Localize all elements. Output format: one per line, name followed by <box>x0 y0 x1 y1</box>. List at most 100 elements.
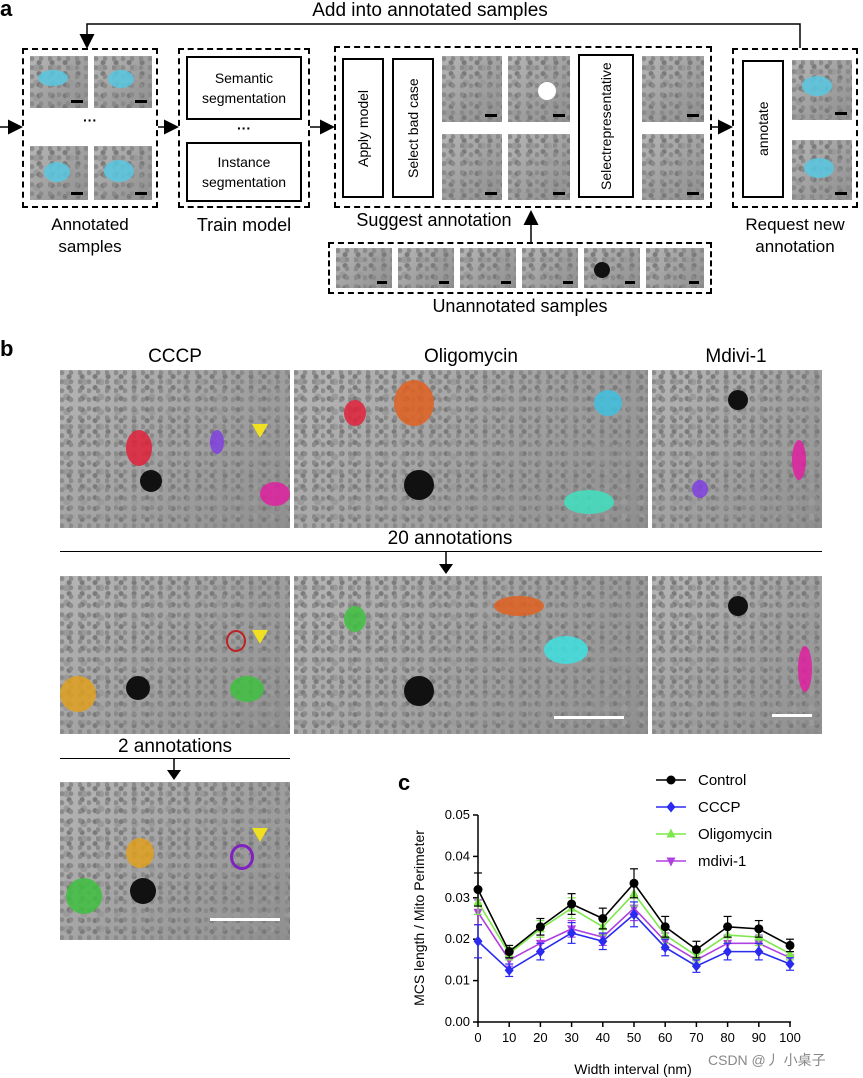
x-tick-label: 70 <box>689 1030 703 1045</box>
data-point <box>535 946 545 958</box>
em-cccp-2-annotations <box>60 782 290 940</box>
panel-a-arrows <box>0 23 801 242</box>
feedback-loop-arrow <box>79 23 801 49</box>
chart-series <box>473 868 795 978</box>
data-point <box>504 947 514 957</box>
y-tick-label: 0.01 <box>445 973 470 988</box>
chart-y-axis-label: MCS length / Mito Perimeter <box>411 830 427 1006</box>
x-tick-label: 100 <box>779 1030 801 1045</box>
legend-entry: mdivi-1 <box>656 853 746 870</box>
data-point <box>567 927 577 939</box>
chart-x-axis-label: Width interval (nm) <box>574 1061 691 1077</box>
x-tick-label: 30 <box>564 1030 578 1045</box>
request-thumb-2 <box>792 140 852 200</box>
annotated-samples-label-2: samples <box>58 237 122 256</box>
data-point <box>598 935 608 947</box>
train-model-label: Train model <box>196 215 292 235</box>
data-point <box>691 945 701 955</box>
x-tick-label: 10 <box>502 1030 516 1045</box>
legend-marker <box>666 775 676 785</box>
series-cccp <box>473 901 795 978</box>
em-mdivi-ground-truth <box>652 370 822 528</box>
row2-down-arrow <box>439 552 453 574</box>
x-tick-label: 0 <box>474 1030 481 1045</box>
series-control <box>473 868 795 959</box>
col-oligomycin-label: Oligomycin <box>424 346 518 367</box>
row3-separator-line <box>60 758 290 759</box>
data-point <box>629 908 639 920</box>
data-point <box>660 941 670 953</box>
train-model-box: Semantic segmentation ··· Instance segme… <box>178 48 310 208</box>
col-cccp-label: CCCP <box>148 346 202 367</box>
row2-separator-line <box>60 551 822 552</box>
y-tick-label: 0.05 <box>445 807 470 822</box>
data-point <box>723 922 733 932</box>
semantic-seg-text-2: segmentation <box>201 90 287 106</box>
em-cccp-20-annotations <box>60 576 290 734</box>
data-point <box>473 935 483 947</box>
scalebar-oligomycin <box>554 716 624 719</box>
semantic-seg-box: Semantic segmentation <box>186 56 302 120</box>
representative-thumb-1 <box>642 56 704 122</box>
train-ellipsis: ··· <box>237 120 251 136</box>
bad-case-thumb-1 <box>442 56 502 122</box>
select-bad-case-text: Select bad case <box>405 78 421 178</box>
legend-entry: Oligomycin <box>656 826 772 843</box>
scalebar-cccp <box>210 918 280 921</box>
request-thumb-1 <box>792 60 852 120</box>
legend-marker <box>666 801 676 813</box>
em-mdivi-20-annotations <box>652 576 822 734</box>
y-tick-label: 0.03 <box>445 890 470 905</box>
data-point <box>691 960 701 972</box>
unannotated-thumb-6 <box>646 248 704 288</box>
data-point <box>598 914 608 923</box>
row3-label: 2 annotations <box>117 736 233 757</box>
annotated-thumb-1 <box>30 56 88 108</box>
instance-seg-text-2: segmentation <box>201 174 287 190</box>
data-point <box>660 922 670 932</box>
data-point <box>504 956 514 966</box>
mcs-line-chart: 0.00 0.01 0.02 0.03 0.04 0.05 0 10 20 30 40 50 60 70 8… <box>411 772 801 1077</box>
y-tick-label: 0.02 <box>445 931 470 946</box>
bad-case-thumb-2 <box>508 56 570 122</box>
data-point <box>754 924 764 934</box>
x-tick-label: 40 <box>596 1030 610 1045</box>
instance-seg-box: Instance segmentation <box>186 142 302 202</box>
chart-legend: Control CCCP Oligomycin mdivi-1 <box>656 772 772 870</box>
annotated-samples-label-1: Annotated <box>51 215 129 234</box>
col-mdivi-label: Mdivi-1 <box>705 346 767 367</box>
legend-marker <box>666 828 676 838</box>
annotated-thumb-3 <box>30 146 88 200</box>
unannotated-samples-box <box>328 242 712 294</box>
data-point <box>723 946 733 958</box>
bad-case-thumb-4 <box>508 134 570 200</box>
data-point <box>473 885 483 895</box>
panel-b-label: b <box>0 336 14 361</box>
legend-entry: Control <box>656 772 746 789</box>
select-representative-text-1: Select <box>598 150 614 190</box>
instance-seg-text-1: Instance <box>217 154 271 170</box>
legend-label: Oligomycin <box>698 826 772 843</box>
em-cccp-ground-truth <box>60 370 290 528</box>
panel-a-label: a <box>0 0 13 21</box>
data-point <box>629 878 639 888</box>
data-point <box>754 946 764 958</box>
data-point <box>567 899 577 909</box>
y-tick-label: 0.00 <box>445 1014 470 1029</box>
data-point <box>785 948 795 958</box>
legend-label: mdivi-1 <box>698 853 746 870</box>
data-point <box>785 940 795 950</box>
em-oligomycin-ground-truth <box>294 370 648 528</box>
select-representative-text-2: representative <box>598 62 614 151</box>
y-tick-label: 0.04 <box>445 848 470 863</box>
legend-label: Control <box>698 772 746 789</box>
data-point <box>785 958 795 970</box>
annotated-ellipsis: ··· <box>83 112 97 128</box>
legend-label: CCCP <box>698 799 741 816</box>
row3-down-arrow <box>167 758 181 780</box>
annotated-samples-box: ··· <box>22 48 158 208</box>
annotate-text: annotate <box>755 101 771 157</box>
data-point <box>535 922 545 932</box>
apply-model-text: Apply model <box>355 89 371 167</box>
x-tick-label: 20 <box>533 1030 547 1045</box>
